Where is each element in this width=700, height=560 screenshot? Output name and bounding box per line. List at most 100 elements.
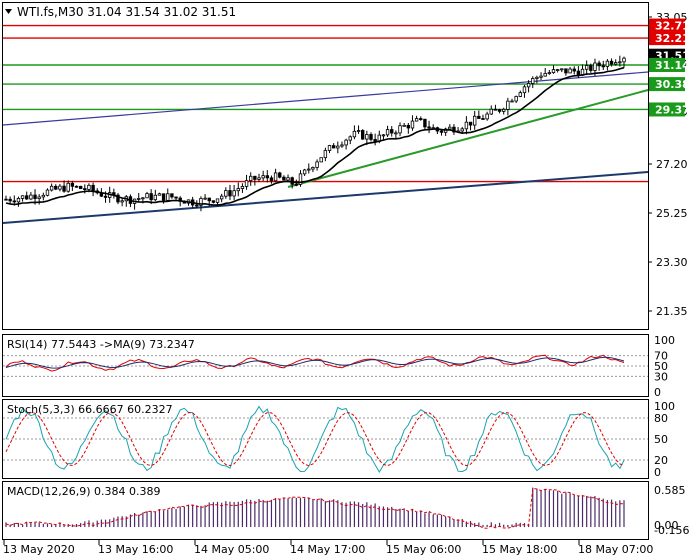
- price-badge-label: 30.38: [655, 78, 690, 91]
- candle: [74, 185, 79, 188]
- candle: [145, 191, 149, 199]
- candle: [236, 182, 240, 197]
- rsi-ma-line: [5, 356, 625, 369]
- candle: [381, 134, 386, 140]
- candle: [452, 124, 456, 135]
- candle: [257, 173, 261, 182]
- candle: [489, 105, 493, 115]
- candle: [410, 115, 415, 131]
- candle: [618, 55, 622, 67]
- rsi-title: RSI(14) 77.5443 ->MA(9) 73.2347: [7, 338, 195, 351]
- candle: [253, 175, 257, 186]
- candle: [398, 122, 402, 137]
- candle: [157, 192, 162, 196]
- rsi-tick-label: 100: [654, 334, 675, 347]
- stoch-tick-label: 50: [654, 433, 668, 446]
- candle: [132, 198, 137, 210]
- rsi-tick-label: 0: [654, 386, 661, 399]
- time-tick-label: 15 May 06:00: [386, 543, 461, 556]
- candle: [302, 168, 307, 177]
- price-badge-label: 31.14: [655, 59, 690, 72]
- price-tick-label: 25.25: [656, 207, 688, 220]
- candle: [41, 192, 46, 201]
- stoch-k-line: [5, 405, 625, 473]
- candle: [116, 193, 120, 205]
- stoch-plot: [3, 405, 648, 473]
- candle: [373, 133, 377, 146]
- stoch-title: Stoch(5,3,3) 66.6667 60.2327: [7, 403, 173, 416]
- macd-tick-label: -0.156: [654, 524, 689, 537]
- price-badge: [649, 18, 685, 33]
- candle: [414, 115, 419, 122]
- candle: [344, 138, 348, 150]
- candle: [481, 114, 485, 120]
- candle: [29, 192, 33, 201]
- candle: [340, 141, 344, 148]
- candle: [468, 121, 473, 131]
- candle: [265, 170, 270, 183]
- main-panel-frame: [2, 2, 649, 330]
- candle: [360, 129, 365, 140]
- candle: [298, 170, 303, 187]
- stoch-tick-label: 80: [654, 412, 668, 425]
- time-tick-label: 13 May 2020: [3, 543, 75, 556]
- collapse-triangle-icon[interactable]: [5, 9, 12, 14]
- candle: [464, 116, 469, 135]
- candle: [510, 98, 514, 103]
- candle: [261, 170, 265, 182]
- price-badge-label: 32.21: [655, 32, 690, 45]
- green-trendline: [287, 89, 649, 188]
- candle: [601, 60, 605, 71]
- candle: [555, 68, 560, 73]
- candle: [319, 157, 323, 163]
- candle: [356, 125, 361, 134]
- price-tick-label: 21.35: [656, 305, 688, 318]
- candle: [622, 56, 626, 68]
- candle: [323, 147, 328, 162]
- rsi-tick-label: 70: [654, 350, 668, 363]
- price-tick-label: 27.20: [656, 158, 688, 171]
- candle: [166, 188, 170, 202]
- main-title: WTI.fs,M30 31.04 31.54 31.02 31.51: [17, 5, 236, 19]
- price-badge-label: 32.71: [655, 20, 690, 33]
- candle: [4, 195, 8, 201]
- candle: [62, 180, 66, 193]
- candle: [526, 80, 531, 93]
- candle: [286, 174, 290, 181]
- candle: [551, 65, 556, 74]
- candle: [493, 104, 498, 111]
- upper-trendline: [2, 71, 649, 126]
- candle: [224, 187, 228, 199]
- stoch-tick-label: 20: [654, 454, 668, 467]
- rsi-panel-frame: [2, 334, 649, 397]
- candle: [311, 166, 315, 173]
- price-badge: [649, 102, 685, 117]
- candle: [153, 189, 158, 202]
- candle: [54, 184, 58, 191]
- candle: [605, 59, 610, 71]
- candle: [124, 195, 128, 207]
- candle: [502, 107, 506, 115]
- candle: [120, 198, 124, 207]
- candle: [369, 132, 373, 142]
- candle: [531, 76, 535, 89]
- candle: [539, 72, 543, 80]
- price-badge: [649, 77, 685, 92]
- price-badge-label: 29.37: [655, 103, 690, 116]
- candle: [514, 95, 518, 104]
- candle: [589, 63, 593, 73]
- macd-tick-label: 0.00: [654, 519, 679, 532]
- candle: [390, 126, 394, 137]
- candle: [70, 180, 75, 192]
- time-tick-label: 14 May 05:00: [194, 543, 269, 556]
- candle: [278, 171, 282, 179]
- candle: [385, 125, 390, 137]
- candle: [211, 200, 216, 204]
- candle: [112, 188, 116, 199]
- stoch-tick-label: 100: [654, 400, 675, 413]
- candle: [219, 193, 224, 203]
- stoch-panel-frame: [2, 399, 649, 479]
- candle: [472, 110, 477, 130]
- candle: [614, 59, 618, 66]
